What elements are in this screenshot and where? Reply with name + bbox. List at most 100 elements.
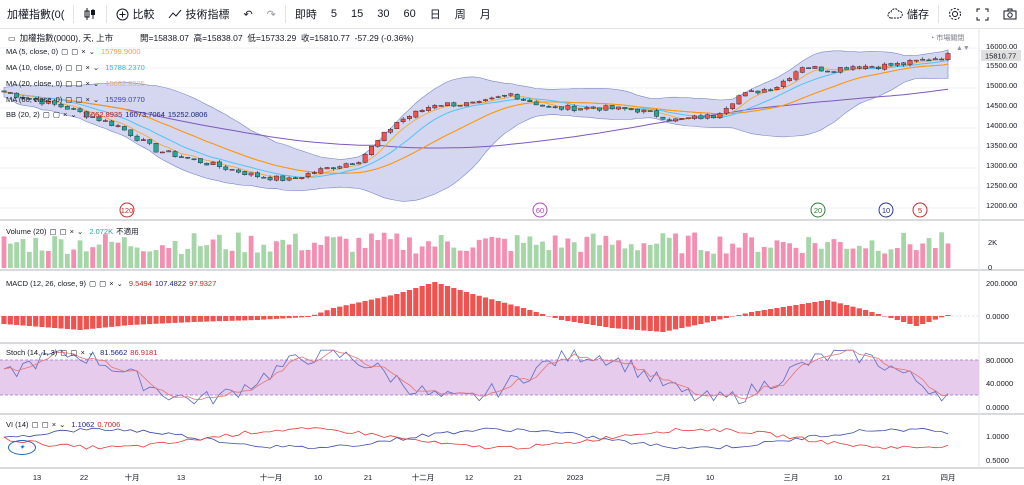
legend-ma60[interactable]: MA (60, close, 0) ▢ ▢ × ⌄ 15299.0770 — [6, 95, 145, 104]
volume-bar — [413, 253, 419, 268]
candle-body — [546, 106, 552, 108]
legend-stoch[interactable]: Stoch (14, 1, 3) ▢ ▢ × ⌄ 81.5662 86.9181 — [6, 348, 158, 357]
close-icon[interactable]: × — [80, 348, 85, 357]
settings-icon[interactable]: ▢ — [75, 95, 83, 104]
interval-week[interactable]: 周 — [454, 9, 466, 21]
legend-vi[interactable]: VI (14) ▢ ▢ × ⌄ 1.1062 0.7006 — [6, 420, 121, 429]
visibility-icon[interactable]: ▢ — [65, 63, 73, 72]
volume-bar — [660, 233, 666, 268]
volume-bar — [286, 244, 292, 268]
settings-button[interactable] — [941, 0, 969, 28]
macd-bar — [514, 306, 520, 316]
snapshot-button[interactable] — [996, 0, 1024, 28]
macd-bar — [679, 316, 685, 328]
svg-text:13: 13 — [33, 473, 41, 482]
chevron-down-icon[interactable]: ⌄ — [116, 279, 123, 288]
settings-icon[interactable]: ▢ — [41, 420, 49, 429]
legend-ma5[interactable]: MA (5, close, 0) ▢ ▢ × ⌄ 15799.9000 — [6, 47, 141, 56]
price-chart[interactable]: 120 60 20 10 5 16000.00 15500.00 15000.0… — [0, 28, 1024, 485]
undo-button[interactable]: ↶ — [236, 0, 259, 28]
candle-body — [869, 66, 875, 68]
candle-body — [369, 146, 374, 156]
save-button[interactable]: 儲存 — [880, 0, 936, 28]
visibility-icon[interactable]: ▢ — [61, 47, 69, 56]
marker-5[interactable] — [912, 202, 928, 218]
close-icon[interactable]: × — [85, 79, 90, 88]
svg-text:十二月: 十二月 — [412, 472, 435, 482]
interval-30[interactable]: 30 — [377, 8, 390, 20]
candle-body — [837, 67, 843, 73]
interval-realtime[interactable]: 即時 — [294, 9, 317, 21]
settings-icon[interactable]: ▢ — [75, 79, 83, 88]
visibility-icon[interactable]: ▢ — [31, 420, 39, 429]
macd-bar — [533, 312, 539, 316]
visibility-icon[interactable]: ▢ — [49, 227, 57, 236]
candle-body — [267, 177, 273, 181]
collapse-icon[interactable]: ▭ — [8, 33, 16, 43]
marker-60[interactable] — [532, 202, 548, 218]
candle-body — [673, 118, 678, 122]
interval-5[interactable]: 5 — [330, 8, 338, 20]
macd-bar — [102, 316, 108, 328]
volume-bar — [489, 237, 495, 268]
interval-60[interactable]: 60 — [403, 8, 416, 20]
close-icon[interactable]: × — [81, 47, 86, 56]
collapse-arrows-icon[interactable]: ▲▼ — [956, 45, 970, 52]
legend-volume[interactable]: Volume (20) ▢ ▢ × ⌄ 2.072K 不適用 — [6, 227, 139, 236]
legend-macd[interactable]: MACD (12, 26, close, 9) ▢ ▢ × ⌄ 9.5494 107.… — [6, 279, 217, 288]
legend-ma20[interactable]: MA (20, close, 0) ▢ ▢ × ⌄ 15662.8935 — [6, 79, 145, 88]
price-axis[interactable]: 16000.00 15500.00 15000.00 14500.00 1400… — [986, 42, 1017, 210]
close-icon[interactable]: × — [109, 279, 114, 288]
settings-icon[interactable]: ▢ — [59, 227, 67, 236]
marker-10[interactable] — [878, 202, 894, 218]
time-axis[interactable]: 13 22 十月 13 十一月 10 21 十二月 12 21 2023 二月 … — [33, 472, 956, 482]
interval-15[interactable]: 15 — [351, 8, 364, 20]
visibility-icon[interactable]: ▢ — [65, 95, 73, 104]
candle-type-button[interactable] — [76, 0, 104, 28]
legend-bb[interactable]: BB (20, 2) ▢ ▢ × ⌄ 15662.8935 16073.7064 15… — [6, 110, 208, 119]
indicators-button[interactable]: 技術指標 — [161, 0, 236, 28]
chevron-down-icon[interactable]: ⌄ — [87, 348, 95, 357]
candle-body — [134, 135, 140, 141]
chevron-down-icon[interactable]: ⌄ — [92, 95, 100, 104]
chevron-down-icon[interactable]: ⌄ — [92, 79, 100, 88]
interval-month[interactable]: 月 — [479, 9, 491, 21]
volume-bar — [806, 237, 812, 268]
chevron-down-icon[interactable]: ⌄ — [70, 110, 77, 119]
volume-bar — [198, 246, 203, 268]
settings-icon[interactable]: ▢ — [52, 110, 60, 119]
settings-icon[interactable]: ▢ — [71, 47, 79, 56]
macd-bar — [451, 288, 457, 316]
legend-ma10[interactable]: MA (10, close, 0) ▢ ▢ × ⌄ 15788.2370 — [6, 63, 145, 72]
interval-day[interactable]: 日 — [429, 9, 441, 21]
close-icon[interactable]: × — [85, 95, 90, 104]
visibility-icon[interactable]: ▢ — [65, 79, 73, 88]
symbol-search[interactable]: 加權指數(0( — [0, 0, 71, 28]
macd-bar — [318, 312, 324, 316]
settings-icon[interactable]: ▢ — [75, 63, 83, 72]
volume-bar — [837, 242, 843, 268]
settings-icon[interactable]: ▢ — [70, 348, 78, 357]
candle-body — [768, 89, 774, 91]
close-icon[interactable]: × — [51, 420, 57, 429]
settings-icon[interactable]: ▢ — [99, 279, 107, 288]
chevron-down-icon[interactable]: ⌄ — [77, 227, 84, 236]
candle-body — [723, 108, 729, 114]
fullscreen-button[interactable] — [969, 0, 996, 28]
visibility-icon[interactable]: ▢ — [89, 279, 97, 288]
marker-120[interactable] — [119, 202, 135, 218]
redo-button[interactable]: ↷ — [260, 0, 283, 28]
compare-button[interactable]: 比較 — [109, 0, 161, 28]
candle-body — [121, 126, 127, 131]
visibility-icon[interactable]: ▢ — [60, 348, 68, 357]
close-icon[interactable]: × — [69, 227, 75, 236]
marker-20[interactable] — [810, 202, 826, 218]
visibility-icon[interactable]: ▢ — [42, 110, 50, 119]
close-icon[interactable]: × — [62, 110, 68, 119]
macd-bar — [527, 310, 533, 316]
chevron-down-icon[interactable]: ⌄ — [59, 420, 66, 429]
chevron-down-icon[interactable]: ⌄ — [88, 47, 95, 56]
volume-bar — [324, 236, 330, 268]
close-icon[interactable]: × — [85, 63, 90, 72]
chevron-down-icon[interactable]: ⌄ — [92, 63, 100, 72]
